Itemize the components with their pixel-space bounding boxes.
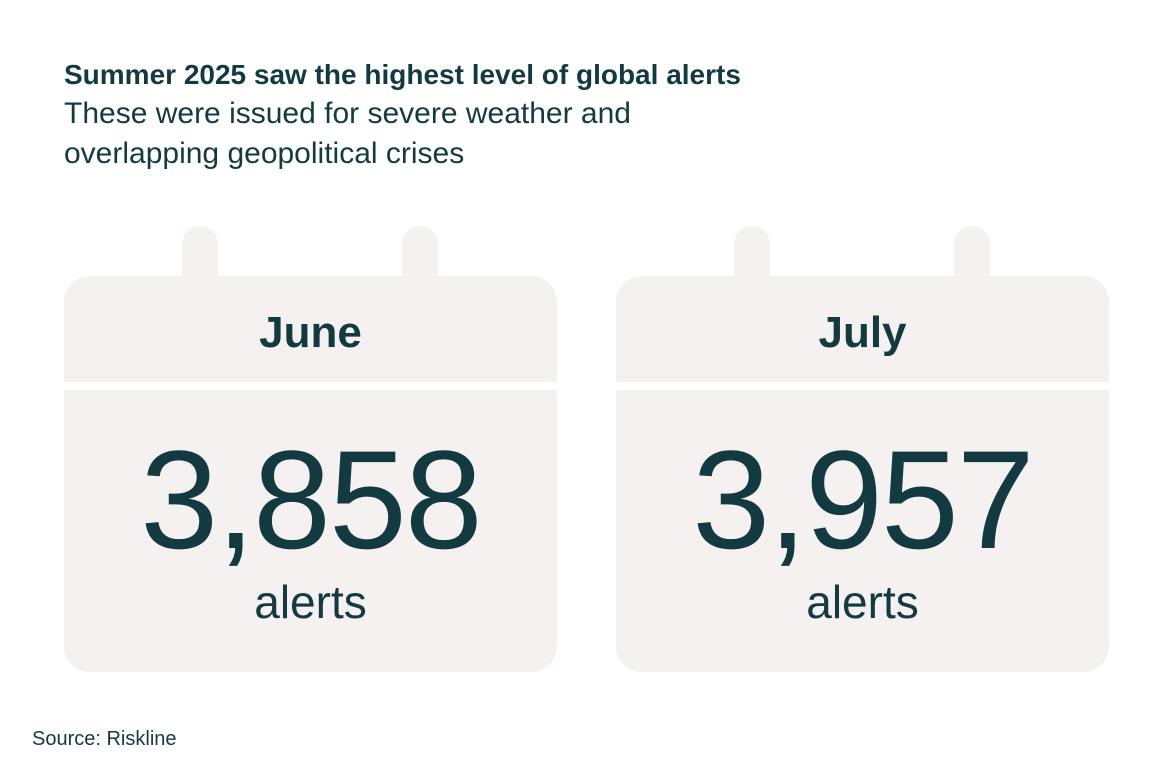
source-note: Source: Riskline	[32, 728, 177, 750]
alert-unit: alerts	[806, 576, 919, 628]
page-subtitle: These were issued for severe weather and…	[64, 97, 631, 170]
calendar-body: 3,858 alerts	[64, 390, 557, 672]
calendar-card-july: July 3,957 alerts	[616, 226, 1109, 672]
calendar-card-june: June 3,858 alerts	[64, 226, 557, 672]
alert-unit: alerts	[254, 576, 367, 628]
calendar-header: July	[616, 276, 1109, 382]
month-label: June	[259, 308, 362, 357]
month-label: July	[818, 308, 907, 357]
calendar-header: June	[64, 276, 557, 382]
header: Summer 2025 saw the highest level of glo…	[64, 56, 964, 174]
calendar-body: 3,957 alerts	[616, 390, 1109, 672]
alert-count: 3,957	[692, 421, 1034, 578]
page-title: Summer 2025 saw the highest level of glo…	[64, 59, 741, 90]
alert-count: 3,858	[140, 421, 482, 578]
